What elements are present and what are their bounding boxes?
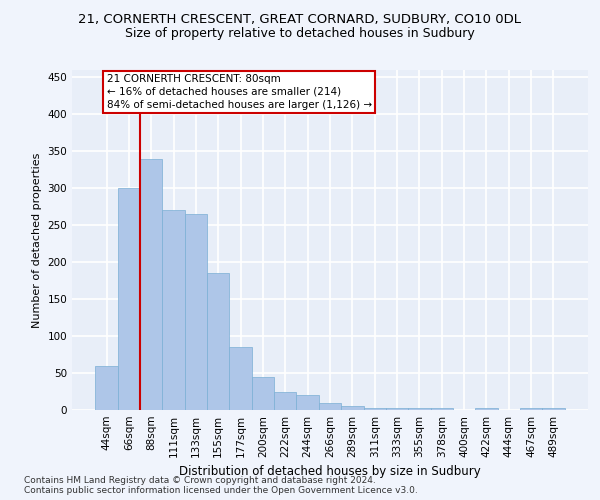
- Bar: [542, 408, 565, 410]
- Bar: [475, 408, 497, 410]
- Bar: [296, 395, 319, 410]
- Bar: [118, 188, 140, 410]
- Text: Contains HM Land Registry data © Crown copyright and database right 2024.
Contai: Contains HM Land Registry data © Crown c…: [24, 476, 418, 495]
- Bar: [431, 408, 453, 410]
- Y-axis label: Number of detached properties: Number of detached properties: [32, 152, 42, 328]
- Bar: [274, 392, 296, 410]
- Bar: [319, 402, 341, 410]
- Bar: [185, 214, 207, 410]
- Text: 21, CORNERTH CRESCENT, GREAT CORNARD, SUDBURY, CO10 0DL: 21, CORNERTH CRESCENT, GREAT CORNARD, SU…: [79, 12, 521, 26]
- Bar: [163, 210, 185, 410]
- Text: Size of property relative to detached houses in Sudbury: Size of property relative to detached ho…: [125, 28, 475, 40]
- Bar: [140, 158, 163, 410]
- Bar: [95, 366, 118, 410]
- Bar: [341, 406, 364, 410]
- Bar: [364, 408, 386, 410]
- Bar: [252, 376, 274, 410]
- Bar: [408, 408, 431, 410]
- Text: 21 CORNERTH CRESCENT: 80sqm
← 16% of detached houses are smaller (214)
84% of se: 21 CORNERTH CRESCENT: 80sqm ← 16% of det…: [107, 74, 372, 110]
- Bar: [229, 347, 252, 410]
- X-axis label: Distribution of detached houses by size in Sudbury: Distribution of detached houses by size …: [179, 466, 481, 478]
- Bar: [207, 274, 229, 410]
- Bar: [520, 408, 542, 410]
- Bar: [386, 408, 408, 410]
